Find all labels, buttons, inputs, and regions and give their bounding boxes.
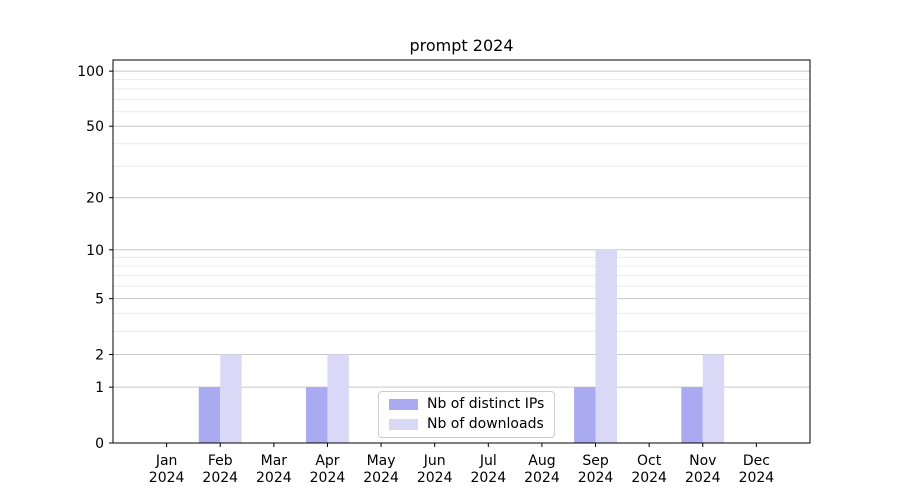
chart-title: prompt 2024	[409, 36, 514, 55]
y-tick-label-20: 20	[86, 191, 104, 207]
x-tick-label-jul-2024: Jul 2024	[470, 453, 506, 486]
legend-swatch-downloads	[389, 419, 418, 430]
bar-distinct-ips-feb-2024	[198, 387, 221, 443]
x-tick-label-feb-2024: Feb 2024	[202, 453, 238, 486]
x-tick-label-dec-2024: Dec 2024	[739, 453, 775, 486]
y-tick-label-100: 100	[77, 64, 104, 80]
legend-label-downloads: Nb of downloads	[427, 416, 544, 432]
x-tick-label-sep-2024: Sep 2024	[578, 453, 614, 486]
x-tick-label-aug-2024: Aug 2024	[524, 453, 560, 486]
y-tick-label-0: 0	[95, 436, 104, 452]
x-tick-label-jan-2024: Jan 2024	[149, 453, 185, 486]
y-tick-label-5: 5	[95, 292, 104, 308]
x-tick-label-apr-2024: Apr 2024	[310, 453, 346, 486]
bar-downloads-feb-2024	[220, 354, 242, 443]
x-tick-label-oct-2024: Oct 2024	[631, 453, 667, 486]
bar-downloads-apr-2024	[327, 354, 349, 443]
x-tick-label-mar-2024: Mar 2024	[256, 453, 292, 486]
bar-distinct-ips-sep-2024	[574, 387, 596, 443]
x-tick-label-jun-2024: Jun 2024	[417, 453, 453, 486]
y-tick-label-50: 50	[86, 119, 104, 135]
x-tick-label-may-2024: May 2024	[363, 453, 399, 486]
legend-item-distinct-ips: Nb of distinct IPs	[389, 396, 544, 413]
bar-distinct-ips-apr-2024	[306, 387, 328, 443]
bar-distinct-ips-nov-2024	[681, 387, 703, 443]
x-tick-label-nov-2024: Nov 2024	[685, 453, 721, 486]
bar-downloads-nov-2024	[702, 354, 725, 443]
y-tick-label-10: 10	[86, 243, 104, 259]
plot-frame	[112, 59, 811, 444]
bar-downloads-sep-2024	[595, 249, 617, 443]
legend-label-distinct-ips: Nb of distinct IPs	[427, 396, 545, 412]
legend: Nb of distinct IPs Nb of downloads	[378, 391, 556, 438]
legend-swatch-distinct-ips	[389, 399, 418, 410]
legend-item-downloads: Nb of downloads	[389, 416, 544, 433]
y-tick-label-1: 1	[95, 380, 104, 396]
y-tick-label-2: 2	[95, 347, 104, 363]
